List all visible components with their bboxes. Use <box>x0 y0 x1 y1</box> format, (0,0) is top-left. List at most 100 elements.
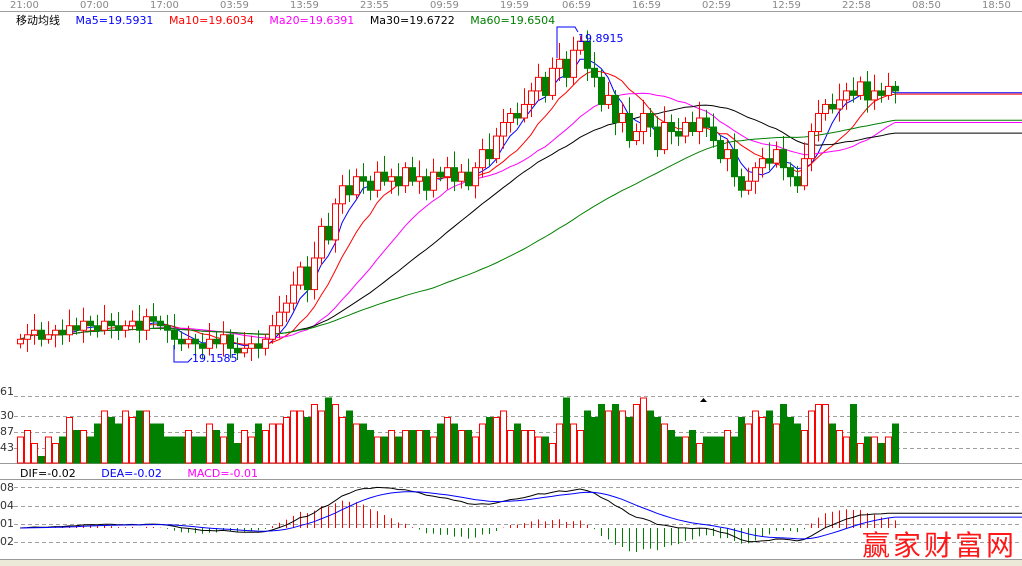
volume-bar <box>444 417 451 464</box>
candle-up <box>815 112 822 133</box>
volume-bar <box>738 417 745 464</box>
dif-value: DIF=-0.02 <box>20 467 76 480</box>
volume-bar <box>80 430 87 464</box>
candle-down <box>864 81 871 101</box>
candle-up <box>773 149 780 164</box>
candle-down <box>766 158 773 164</box>
volume-bar <box>605 410 612 464</box>
volume-bar <box>171 436 178 464</box>
volume-bar <box>668 430 675 464</box>
volume-bar <box>381 436 388 464</box>
legend-ma60: Ma60=19.6504 <box>470 14 556 27</box>
volume-bar <box>647 410 654 464</box>
volume-bar <box>472 436 479 464</box>
volume-bar <box>829 423 836 464</box>
bottom-scrollbar[interactable] <box>0 559 1022 566</box>
time-label: 22:58 <box>842 0 871 11</box>
volume-bars <box>17 397 899 464</box>
volume-bar <box>227 423 234 464</box>
volume-bar <box>682 436 689 464</box>
candle-down <box>213 338 220 345</box>
low-label: 19.1585 <box>192 352 238 365</box>
candle-up <box>402 167 409 187</box>
candle-down <box>710 126 717 142</box>
legend-ma5: Ma5=19.5931 <box>75 14 154 27</box>
volume-bar <box>143 410 150 464</box>
volume-bar <box>626 417 633 464</box>
candle-down <box>591 67 598 78</box>
volume-bar <box>248 436 255 464</box>
macd-header: DIF=-0.02 DEA=-0.02 MACD=-0.01 <box>20 467 280 480</box>
volume-bar <box>773 423 780 464</box>
candle-down <box>136 320 143 331</box>
volume-bar <box>311 404 318 464</box>
candle-up <box>388 176 395 182</box>
candle-down <box>59 329 66 336</box>
volume-bar <box>850 404 857 464</box>
candle-down <box>465 171 472 187</box>
volume-bar <box>563 397 570 464</box>
macd-panel <box>19 486 1022 552</box>
candle-down <box>171 329 178 340</box>
volume-bar <box>864 436 871 464</box>
candle-down <box>731 149 738 178</box>
volume-bar <box>395 436 402 464</box>
candle-up <box>129 320 136 327</box>
volume-bar <box>556 423 563 464</box>
legend-ma20: Ma20=19.6391 <box>269 14 355 27</box>
time-label: 16:59 <box>632 0 661 11</box>
candle-down <box>157 320 164 327</box>
volume-bar <box>430 436 437 464</box>
candle-up <box>836 99 843 110</box>
macd-axis-label: 04 <box>0 499 14 512</box>
candle-up <box>724 149 731 160</box>
volume-bar <box>213 430 220 464</box>
volume-bar <box>696 443 703 464</box>
candle-down <box>367 180 374 191</box>
candle-down <box>626 112 633 142</box>
volume-bar <box>752 410 759 464</box>
volume-bar <box>416 430 423 464</box>
candle-up <box>297 266 304 286</box>
candle-up <box>549 67 556 96</box>
candle-down <box>612 94 619 124</box>
candle-up <box>885 85 892 96</box>
candle-down <box>787 167 794 178</box>
volume-bar <box>619 410 626 464</box>
ma-legend: 移动均线 Ma5=19.5931 Ma10=19.6034 Ma20=19.63… <box>16 12 567 28</box>
candle-down <box>514 112 521 119</box>
ma60-line <box>19 119 1022 340</box>
candle-up <box>521 103 528 119</box>
volume-bar <box>612 404 619 464</box>
volume-bar <box>458 430 465 464</box>
candle-down <box>234 347 241 354</box>
candle-up <box>276 311 283 327</box>
volume-bar <box>717 436 724 464</box>
volume-bar <box>283 417 290 464</box>
volume-bar <box>199 436 206 464</box>
candle-up <box>472 167 479 187</box>
volume-bar <box>535 436 542 464</box>
ma30-line <box>19 104 1022 340</box>
candle-down <box>227 334 234 349</box>
candle-up <box>528 90 535 105</box>
volume-bar <box>528 430 535 464</box>
volume-bar <box>87 436 94 464</box>
candle-up <box>556 58 563 69</box>
volume-bar <box>178 436 185 464</box>
candle-up <box>220 334 227 345</box>
candle-up <box>577 40 584 51</box>
candle-down <box>346 185 353 196</box>
watermark: 赢家财富网 <box>862 529 1018 562</box>
candle-down <box>73 325 80 331</box>
candle-up <box>80 320 87 331</box>
volume-bar <box>73 430 80 464</box>
candle-down <box>409 167 416 182</box>
time-label: 13:59 <box>290 0 319 11</box>
candle-up <box>283 302 290 313</box>
volume-bar <box>185 430 192 464</box>
candle-down <box>451 167 458 182</box>
volume-bar <box>871 436 878 464</box>
time-label: 08:50 <box>912 0 941 11</box>
